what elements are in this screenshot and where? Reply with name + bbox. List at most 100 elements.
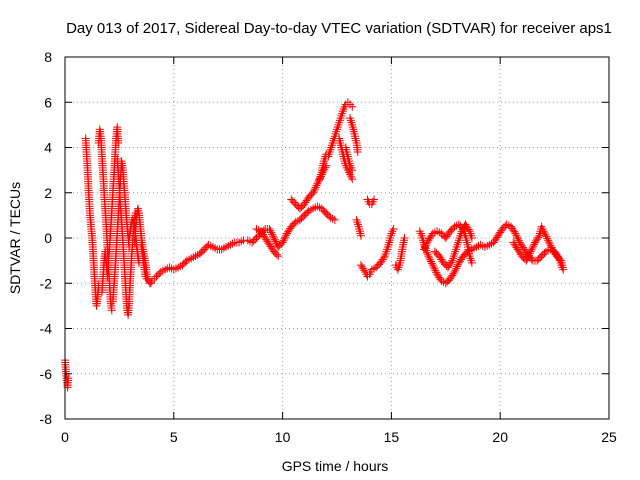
data-point-marker [542,232,551,241]
data-point-marker [544,236,553,245]
data-point-marker [428,261,437,270]
data-point-marker [467,256,476,265]
data-point-marker [426,255,435,264]
data-point-marker [510,227,519,236]
data-point-marker [313,179,322,188]
data-point-marker [326,145,335,154]
data-point-marker [386,234,395,242]
data-point-marker [328,138,337,147]
data-point-marker [457,229,466,238]
data-point-marker [336,114,345,123]
data-point-marker [312,181,321,190]
data-point-marker [309,186,318,195]
data-point-marker [417,231,426,240]
data-point-marker [472,243,481,252]
data-point-marker [280,234,289,243]
data-point-marker [356,229,365,238]
data-point-marker [309,188,318,197]
y-tick-label: 0 [44,230,52,246]
data-point-marker [165,263,174,272]
data-point-marker [546,241,555,250]
data-point-marker [174,263,183,272]
data-point-marker [348,102,357,111]
data-point-marker [311,183,320,192]
data-point-marker [545,239,554,248]
data-point-marker [269,232,278,241]
data-point-marker [544,238,553,247]
data-point-marker [330,215,339,224]
data-point-marker [281,233,290,242]
data-point-marker [191,252,200,261]
data-point-marker [534,233,543,242]
data-point-marker [450,249,459,258]
data-point-marker [453,262,462,271]
data-point-marker [547,243,556,252]
data-point-marker [420,243,429,252]
data-point-marker [325,148,334,157]
data-point-marker [352,215,361,224]
data-point-marker [269,234,278,242]
data-point-marker [222,243,231,252]
data-point-marker [346,116,355,125]
data-point-marker [336,138,345,147]
data-point-marker [333,123,342,132]
data-point-marker [524,253,533,262]
x-axis-ticks: 0 5 10 15 20 25 [61,57,617,445]
data-point-marker [467,258,476,267]
data-point-marker [335,136,344,145]
data-point-marker [320,154,329,163]
data-point-marker [268,230,277,239]
x-tick-label: 10 [275,429,291,445]
data-point-marker [453,260,462,269]
data-point-marker [451,266,460,275]
data-point-marker [383,243,392,252]
data-point-marker [353,218,362,227]
data-point-marker [278,238,287,247]
data-point-marker [335,118,344,127]
data-point-marker [327,143,336,152]
data-point-marker [480,243,489,252]
data-point-marker [529,242,538,251]
data-point-marker [421,241,430,250]
data-point-marker [330,132,339,141]
data-point-marker [339,105,348,114]
data-point-marker [171,264,180,273]
data-point-marker [540,229,549,238]
x-tick-label: 0 [61,429,69,445]
data-point-marker [432,268,441,277]
data-point-marker [226,240,235,249]
data-point-marker [355,224,364,233]
data-point-marker [272,250,281,259]
y-tick-label: 2 [44,185,52,201]
data-point-marker [379,253,388,262]
data-point-marker [522,256,531,265]
data-point-marker [424,252,433,261]
y-tick-label: -6 [40,366,53,382]
data-markers [61,98,568,392]
data-point-marker [457,227,466,236]
data-point-marker [543,234,552,243]
data-point-marker [331,129,340,138]
y-tick-label: -2 [40,275,53,291]
data-point-marker [526,247,535,256]
data-point-marker [270,235,279,244]
data-point-marker [524,251,533,260]
data-point-marker [349,125,358,134]
data-point-marker [327,141,336,150]
data-point-marker [452,264,461,273]
data-point-marker [224,241,233,250]
data-point-marker [333,125,341,134]
x-tick-label: 20 [492,429,508,445]
data-point-marker [427,259,436,268]
data-point-marker [309,204,318,213]
y-tick-label: 8 [44,49,52,65]
data-point-marker [388,227,397,236]
data-point-marker [348,175,357,184]
data-point-marker [530,240,539,249]
data-point-marker [393,265,402,274]
data-point-marker [523,254,532,263]
data-point-marker [512,231,521,240]
data-point-marker [451,247,460,256]
data-point-marker [335,116,344,125]
data-point-marker [346,114,355,123]
